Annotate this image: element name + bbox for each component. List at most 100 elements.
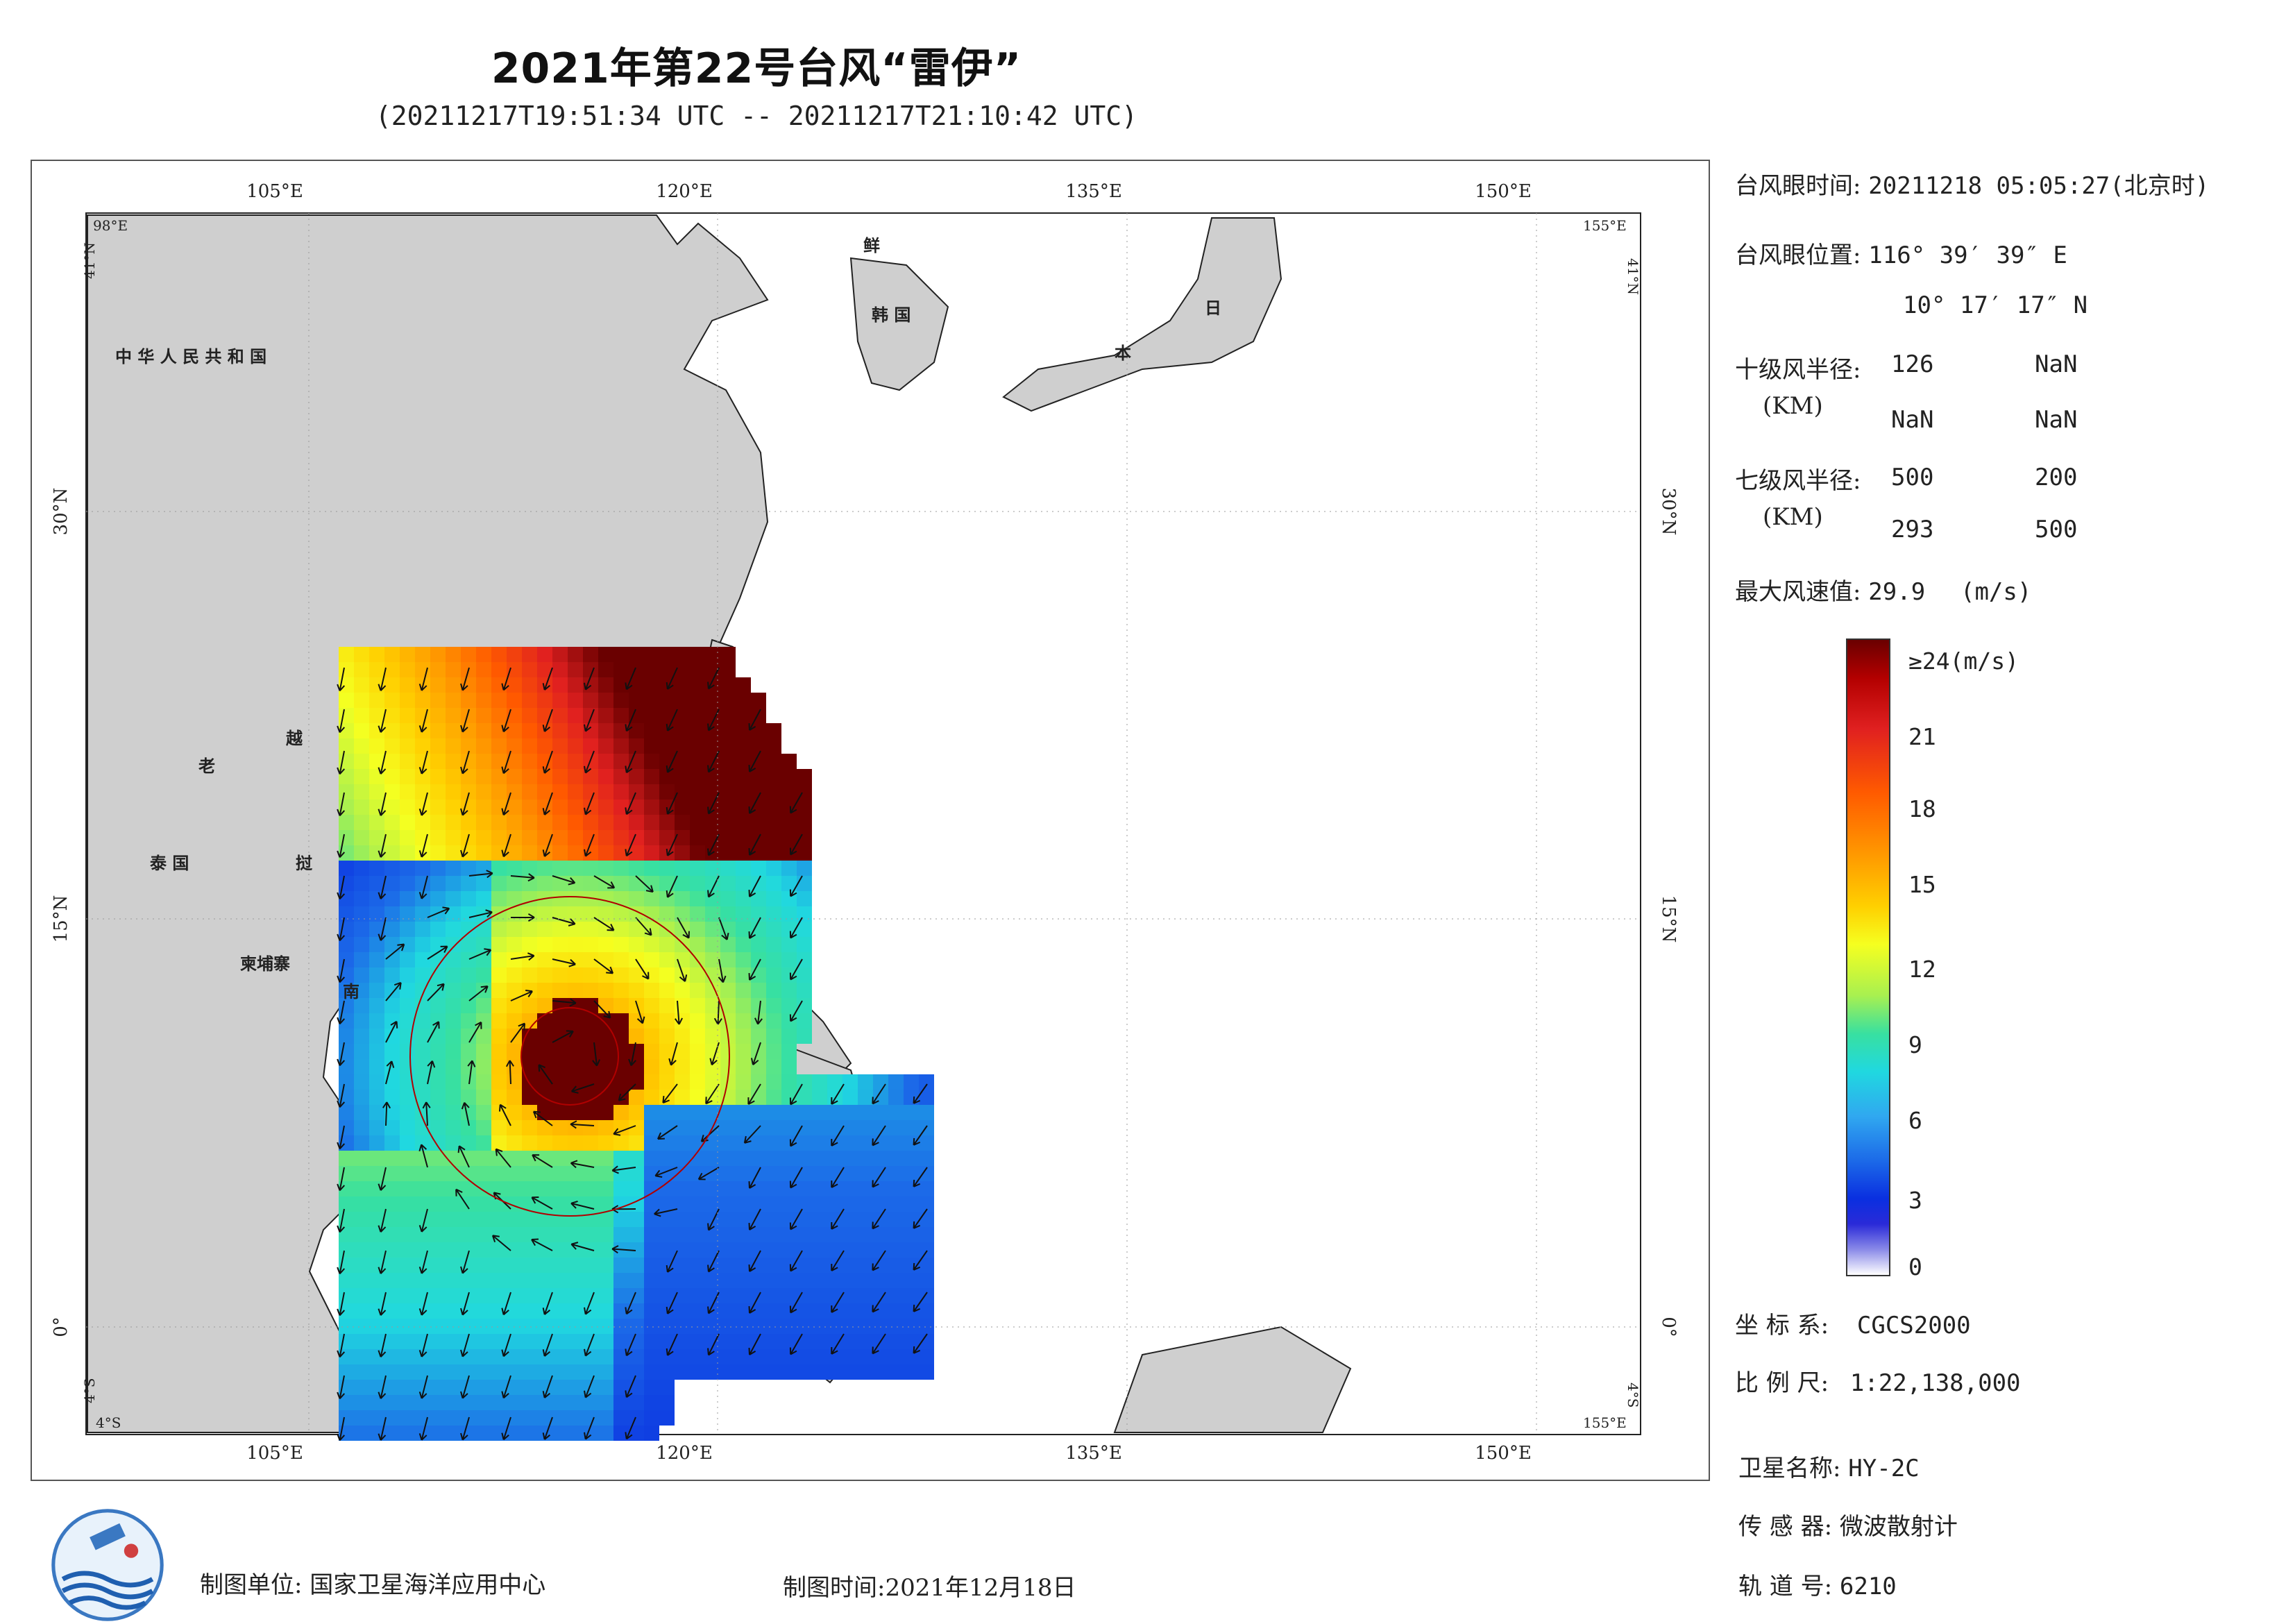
wind-arrow bbox=[789, 917, 803, 939]
wind-cell bbox=[354, 662, 369, 677]
wind-cell bbox=[598, 677, 613, 693]
corner-top-right-lon: 155°E bbox=[1583, 217, 1627, 234]
wind-cell bbox=[446, 891, 461, 906]
wind-cell bbox=[430, 1029, 446, 1044]
wind-arrow bbox=[570, 1200, 595, 1210]
wind-cell bbox=[613, 1181, 629, 1196]
wind-cell bbox=[598, 1151, 613, 1166]
wind-cell bbox=[339, 1181, 354, 1196]
wind-cell bbox=[613, 723, 629, 738]
wind-cell bbox=[629, 1074, 644, 1090]
wind-cell bbox=[766, 1013, 781, 1029]
wind-cell bbox=[613, 1196, 629, 1212]
wind-arrow bbox=[593, 1000, 611, 1019]
wind-cell bbox=[644, 1212, 659, 1227]
wind-cell bbox=[598, 1349, 613, 1364]
wind-cell bbox=[507, 1151, 522, 1166]
wind-arrow bbox=[378, 875, 387, 899]
wind-cell bbox=[491, 1120, 507, 1135]
wind-cell bbox=[720, 1196, 736, 1212]
wind-cell bbox=[736, 1334, 751, 1349]
wind-cell bbox=[400, 1105, 415, 1120]
wind-cell bbox=[400, 876, 415, 891]
wind-cell bbox=[537, 784, 552, 800]
wind-cell bbox=[369, 830, 384, 845]
wind-cell bbox=[613, 922, 629, 937]
r10-wind-circle bbox=[520, 1007, 619, 1106]
wind-cell bbox=[736, 1303, 751, 1319]
wind-cell bbox=[568, 1258, 583, 1273]
wind-cell bbox=[400, 1410, 415, 1426]
wind-cell bbox=[430, 1151, 446, 1166]
wind-cell bbox=[598, 784, 613, 800]
orbit-number: 轨 道 号: 6210 bbox=[1738, 1573, 1897, 1600]
wind-cell bbox=[552, 1349, 568, 1364]
wind-cell bbox=[568, 1288, 583, 1303]
wind-arrow bbox=[584, 709, 595, 732]
wind-arrow bbox=[570, 1083, 595, 1094]
wind-cell bbox=[507, 1212, 522, 1227]
wind-cell bbox=[751, 937, 766, 952]
label-vietnam-2: 南 bbox=[343, 982, 359, 1001]
wind-cell bbox=[568, 708, 583, 723]
wind-cell bbox=[430, 738, 446, 754]
wind-cell bbox=[354, 693, 369, 708]
wind-cell bbox=[659, 708, 675, 723]
wind-cell bbox=[797, 937, 812, 952]
wind-cell bbox=[446, 1319, 461, 1334]
wind-cell bbox=[751, 708, 766, 723]
wind-cell bbox=[491, 1258, 507, 1273]
wind-cell bbox=[904, 1273, 919, 1288]
wind-cell bbox=[720, 815, 736, 830]
wind-cell bbox=[568, 1380, 583, 1395]
wind-cell bbox=[766, 1090, 781, 1105]
wind-arrow bbox=[789, 958, 803, 981]
lon-tick-bottom-105: 105°E bbox=[246, 1443, 303, 1464]
wind-cell bbox=[552, 1151, 568, 1166]
wind-cell bbox=[507, 1410, 522, 1426]
wind-cell bbox=[461, 1090, 476, 1105]
wind-cell bbox=[888, 1196, 904, 1212]
wind-cell bbox=[507, 1166, 522, 1181]
wind-cell bbox=[537, 1258, 552, 1273]
wind-cell bbox=[858, 1258, 873, 1273]
wind-arrow bbox=[337, 958, 346, 983]
wind-arrow bbox=[747, 1083, 761, 1105]
wind-cell bbox=[339, 723, 354, 738]
wind-cell bbox=[476, 1212, 491, 1227]
wind-cell bbox=[522, 1395, 537, 1410]
wind-cell bbox=[736, 1166, 751, 1181]
wind-cell bbox=[415, 1227, 430, 1242]
wind-cell bbox=[888, 1349, 904, 1364]
wind-arrow bbox=[552, 875, 576, 886]
wind-cell bbox=[629, 1181, 644, 1196]
wind-cell bbox=[736, 1151, 751, 1166]
wind-cell bbox=[690, 1303, 705, 1319]
wind-cell bbox=[400, 1288, 415, 1303]
wind-cell bbox=[583, 1090, 598, 1105]
wind-cell bbox=[675, 906, 690, 922]
wind-cell bbox=[568, 1319, 583, 1334]
wind-cell bbox=[751, 1074, 766, 1090]
wind-cell bbox=[736, 891, 751, 906]
wind-cell bbox=[522, 815, 537, 830]
wind-arrow bbox=[625, 792, 636, 815]
wind-cell bbox=[873, 1227, 888, 1242]
wind-cell bbox=[339, 1044, 354, 1059]
wind-cell bbox=[415, 937, 430, 952]
wind-arrow bbox=[501, 667, 511, 691]
wind-cell bbox=[384, 891, 400, 906]
wind-arrow bbox=[831, 1333, 845, 1355]
wind-cell bbox=[507, 1380, 522, 1395]
wind-cell bbox=[384, 1105, 400, 1120]
wind-cell bbox=[537, 876, 552, 891]
wind-cell bbox=[430, 708, 446, 723]
wind-cell bbox=[369, 1227, 384, 1242]
wind-cell bbox=[400, 891, 415, 906]
wind-cell bbox=[644, 723, 659, 738]
wind-cell bbox=[384, 1120, 400, 1135]
wind-cell bbox=[766, 800, 781, 815]
wind-cell bbox=[827, 1105, 842, 1120]
wind-cell bbox=[812, 1074, 827, 1090]
wind-cell bbox=[384, 983, 400, 998]
